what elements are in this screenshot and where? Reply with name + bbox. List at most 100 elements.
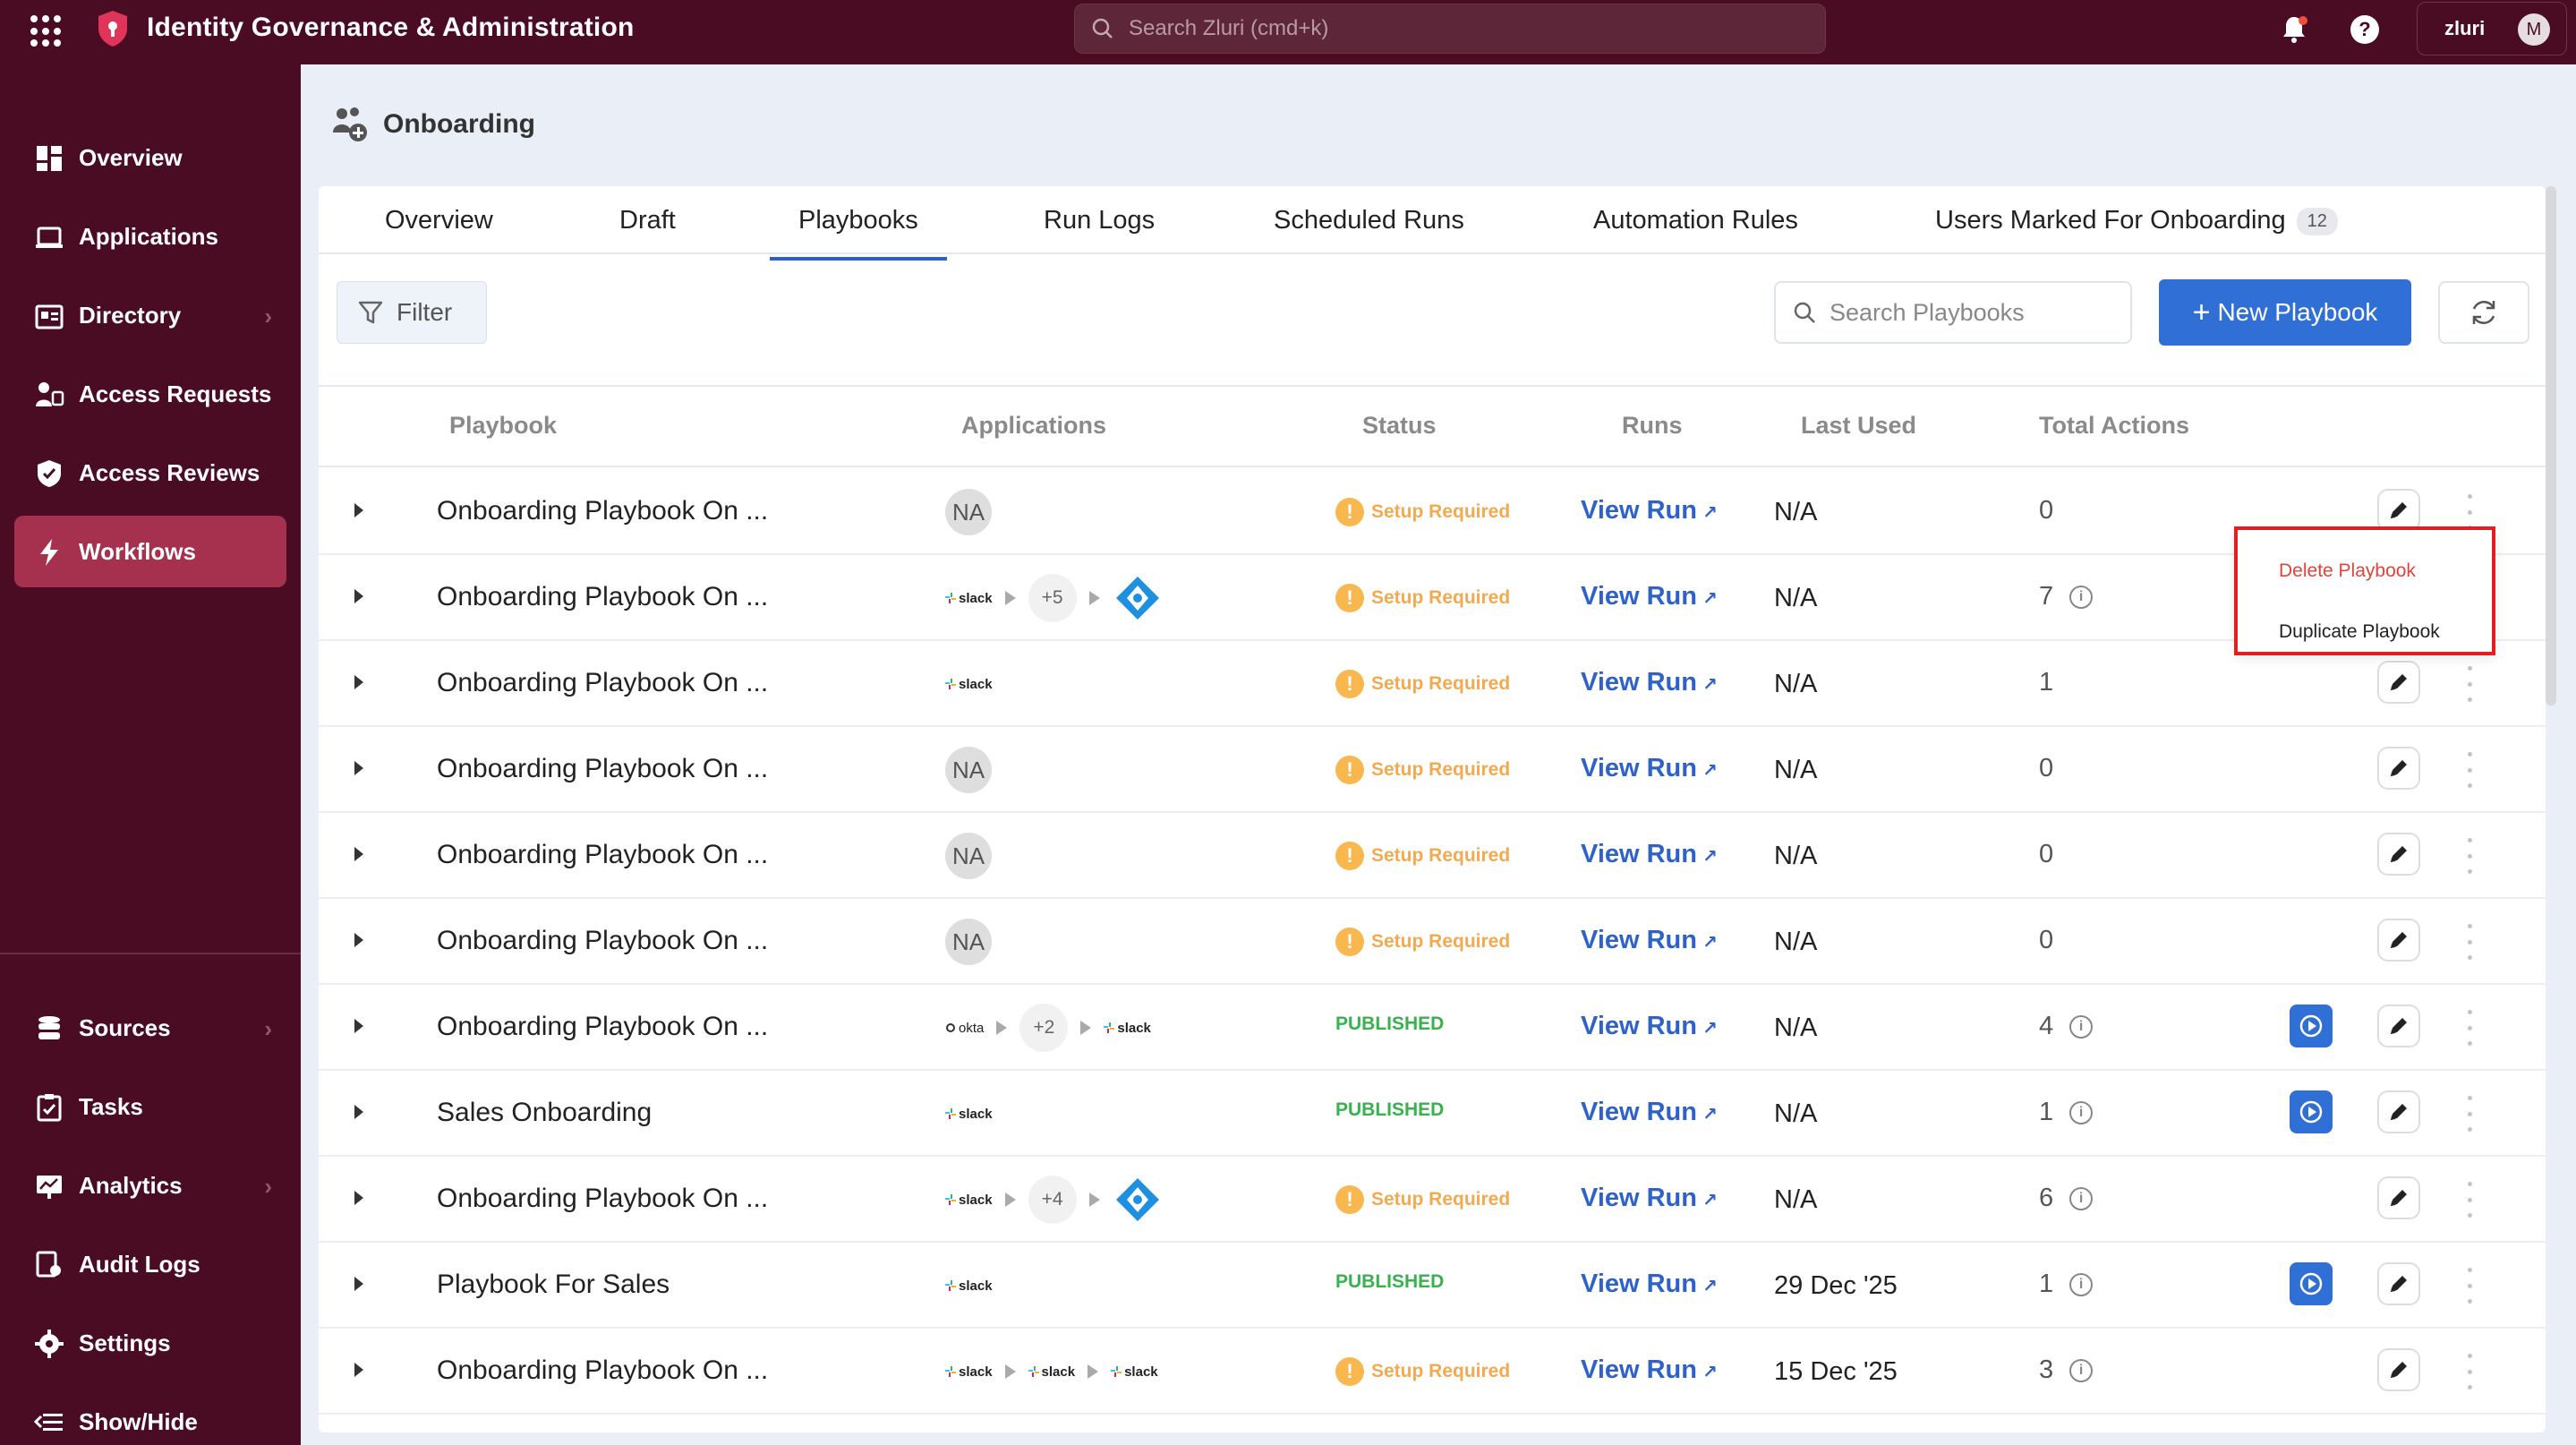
new-playbook-button[interactable]: + New Playbook <box>2159 279 2411 346</box>
sidebar-item-access-reviews[interactable]: Access Reviews <box>14 437 286 509</box>
view-run-link[interactable]: View Run ↗ <box>1581 1012 1718 1040</box>
view-run-link[interactable]: View Run ↗ <box>1581 582 1718 611</box>
playbook-name[interactable]: Onboarding Playbook On ... <box>437 754 769 783</box>
more-options-icon[interactable] <box>2465 1010 2474 1046</box>
playbook-name[interactable]: Onboarding Playbook On ... <box>437 496 769 526</box>
more-apps-badge[interactable]: +2 <box>1019 1004 1069 1052</box>
edit-playbook-button[interactable] <box>2377 1262 2420 1305</box>
column-header-playbook[interactable]: Playbook <box>449 412 558 439</box>
expand-caret-icon[interactable] <box>354 1277 363 1291</box>
sidebar-item-show-hide[interactable]: Show/Hide <box>14 1386 286 1445</box>
edit-playbook-button[interactable] <box>2377 489 2420 532</box>
playbook-name[interactable]: Onboarding Playbook On ... <box>437 840 769 869</box>
edit-playbook-button[interactable] <box>2377 1005 2420 1047</box>
table-row[interactable]: Onboarding Playbook On ... slack! Setup Re… <box>319 641 2546 727</box>
playbook-name[interactable]: Onboarding Playbook On ... <box>437 582 769 611</box>
expand-caret-icon[interactable] <box>354 503 363 517</box>
more-options-icon[interactable] <box>2465 494 2474 530</box>
more-options-icon[interactable] <box>2465 1268 2474 1304</box>
more-options-icon[interactable] <box>2465 1096 2474 1132</box>
edit-playbook-button[interactable] <box>2377 833 2420 876</box>
table-row[interactable]: Onboarding Playbook On ... okta +2 slack PUB… <box>319 985 2546 1071</box>
app-launcher-icon[interactable] <box>30 15 63 47</box>
more-apps-badge[interactable]: +5 <box>1028 574 1077 622</box>
table-row[interactable]: Playbook For Sales slack PUBLISHED View Run… <box>319 1243 2546 1329</box>
run-playbook-button[interactable] <box>2290 1005 2333 1047</box>
run-playbook-button[interactable] <box>2290 1090 2333 1133</box>
column-header-last-used[interactable]: Last Used <box>1801 412 1917 439</box>
help-icon[interactable]: ? <box>2350 15 2379 44</box>
sidebar-item-directory[interactable]: Directory › <box>14 279 286 351</box>
edit-playbook-button[interactable] <box>2377 1090 2420 1133</box>
expand-caret-icon[interactable] <box>354 761 363 775</box>
tab-run-logs[interactable]: Run Logs <box>1044 206 1156 235</box>
table-row[interactable]: Onboarding Playbook On ... NA! Setup Requi… <box>319 813 2546 899</box>
info-icon[interactable]: i <box>2069 1100 2094 1124</box>
tab-automation-rules[interactable]: Automation Rules <box>1593 206 1798 235</box>
view-run-link[interactable]: View Run ↗ <box>1581 754 1718 782</box>
view-run-link[interactable]: View Run ↗ <box>1581 1184 1718 1212</box>
info-icon[interactable]: i <box>2069 585 2094 609</box>
more-options-icon[interactable] <box>2465 1182 2474 1218</box>
table-row[interactable]: Onboarding Playbook On ... NA! Setup Requi… <box>319 469 2546 555</box>
tab-users-marked-for-onboarding[interactable]: Users Marked For Onboarding 12 <box>1935 206 2338 235</box>
view-run-link[interactable]: View Run ↗ <box>1581 926 1718 954</box>
playbook-name[interactable]: Onboarding Playbook On ... <box>437 1012 769 1041</box>
tab-draft[interactable]: Draft <box>619 206 676 235</box>
tab-playbooks[interactable]: Playbooks <box>770 206 947 261</box>
expand-caret-icon[interactable] <box>354 933 363 947</box>
sidebar-item-workflows[interactable]: Workflows <box>14 516 286 587</box>
view-run-link[interactable]: View Run ↗ <box>1581 1098 1718 1126</box>
filter-button[interactable]: Filter <box>337 281 487 344</box>
tab-scheduled-runs[interactable]: Scheduled Runs <box>1274 206 1464 235</box>
more-apps-badge[interactable]: +4 <box>1028 1176 1077 1224</box>
info-icon[interactable]: i <box>2069 1358 2094 1382</box>
sidebar-item-tasks[interactable]: Tasks <box>14 1071 286 1142</box>
sidebar-item-analytics[interactable]: Analytics › <box>14 1150 286 1221</box>
tab-overview[interactable]: Overview <box>385 206 493 235</box>
info-icon[interactable]: i <box>2069 1014 2094 1039</box>
expand-caret-icon[interactable] <box>354 1105 363 1119</box>
global-search-input[interactable]: Search Zluri (cmd+k) <box>1074 4 1826 54</box>
view-run-link[interactable]: View Run ↗ <box>1581 668 1718 697</box>
playbook-name[interactable]: Sales Onboarding <box>437 1098 653 1127</box>
sidebar-item-settings[interactable]: Settings <box>14 1307 286 1379</box>
column-header-applications[interactable]: Applications <box>961 412 1107 439</box>
run-playbook-button[interactable] <box>2290 1262 2333 1305</box>
table-row[interactable]: Onboarding Playbook On ... slack +5! Setup … <box>319 555 2546 641</box>
table-row[interactable]: Onboarding Playbook On ... slack +4! Setup … <box>319 1157 2546 1243</box>
more-options-icon[interactable] <box>2465 1354 2474 1389</box>
view-run-link[interactable]: View Run ↗ <box>1581 496 1718 525</box>
expand-caret-icon[interactable] <box>354 1019 363 1033</box>
column-header-total-actions[interactable]: Total Actions <box>2039 412 2189 439</box>
playbook-name[interactable]: Onboarding Playbook On ... <box>437 1184 769 1213</box>
more-options-icon[interactable] <box>2465 924 2474 960</box>
column-header-status[interactable]: Status <box>1362 412 1437 439</box>
view-run-link[interactable]: View Run ↗ <box>1581 840 1718 868</box>
view-run-link[interactable]: View Run ↗ <box>1581 1270 1718 1298</box>
sidebar-item-sources[interactable]: Sources › <box>14 992 286 1064</box>
expand-caret-icon[interactable] <box>354 675 363 689</box>
playbook-name[interactable]: Onboarding Playbook On ... <box>437 926 769 955</box>
avatar[interactable]: M <box>2518 13 2550 46</box>
sidebar-item-applications[interactable]: Applications <box>14 201 286 272</box>
info-icon[interactable]: i <box>2069 1272 2094 1296</box>
more-options-icon[interactable] <box>2465 838 2474 874</box>
edit-playbook-button[interactable] <box>2377 1348 2420 1391</box>
more-options-icon[interactable] <box>2465 752 2474 788</box>
info-icon[interactable]: i <box>2069 1186 2094 1210</box>
sidebar-item-audit-logs[interactable]: Audit Logs <box>14 1228 286 1300</box>
expand-caret-icon[interactable] <box>354 1191 363 1205</box>
playbook-name[interactable]: Playbook For Sales <box>437 1270 670 1299</box>
expand-caret-icon[interactable] <box>354 1363 363 1377</box>
column-header-runs[interactable]: Runs <box>1622 412 1683 439</box>
table-row[interactable]: Onboarding Playbook On ... slack slack slac… <box>319 1329 2546 1415</box>
playbook-name[interactable]: Onboarding Playbook On ... <box>437 668 769 697</box>
edit-playbook-button[interactable] <box>2377 1176 2420 1219</box>
delete-playbook-menu-item[interactable]: Delete Playbook <box>2279 560 2416 581</box>
table-row[interactable]: Onboarding Playbook On ... NA! Setup Requi… <box>319 727 2546 813</box>
expand-caret-icon[interactable] <box>354 589 363 603</box>
playbook-name[interactable]: Onboarding Playbook On ... <box>437 1355 769 1385</box>
sidebar-item-access-requests[interactable]: Access Requests <box>14 358 286 430</box>
expand-caret-icon[interactable] <box>354 847 363 861</box>
